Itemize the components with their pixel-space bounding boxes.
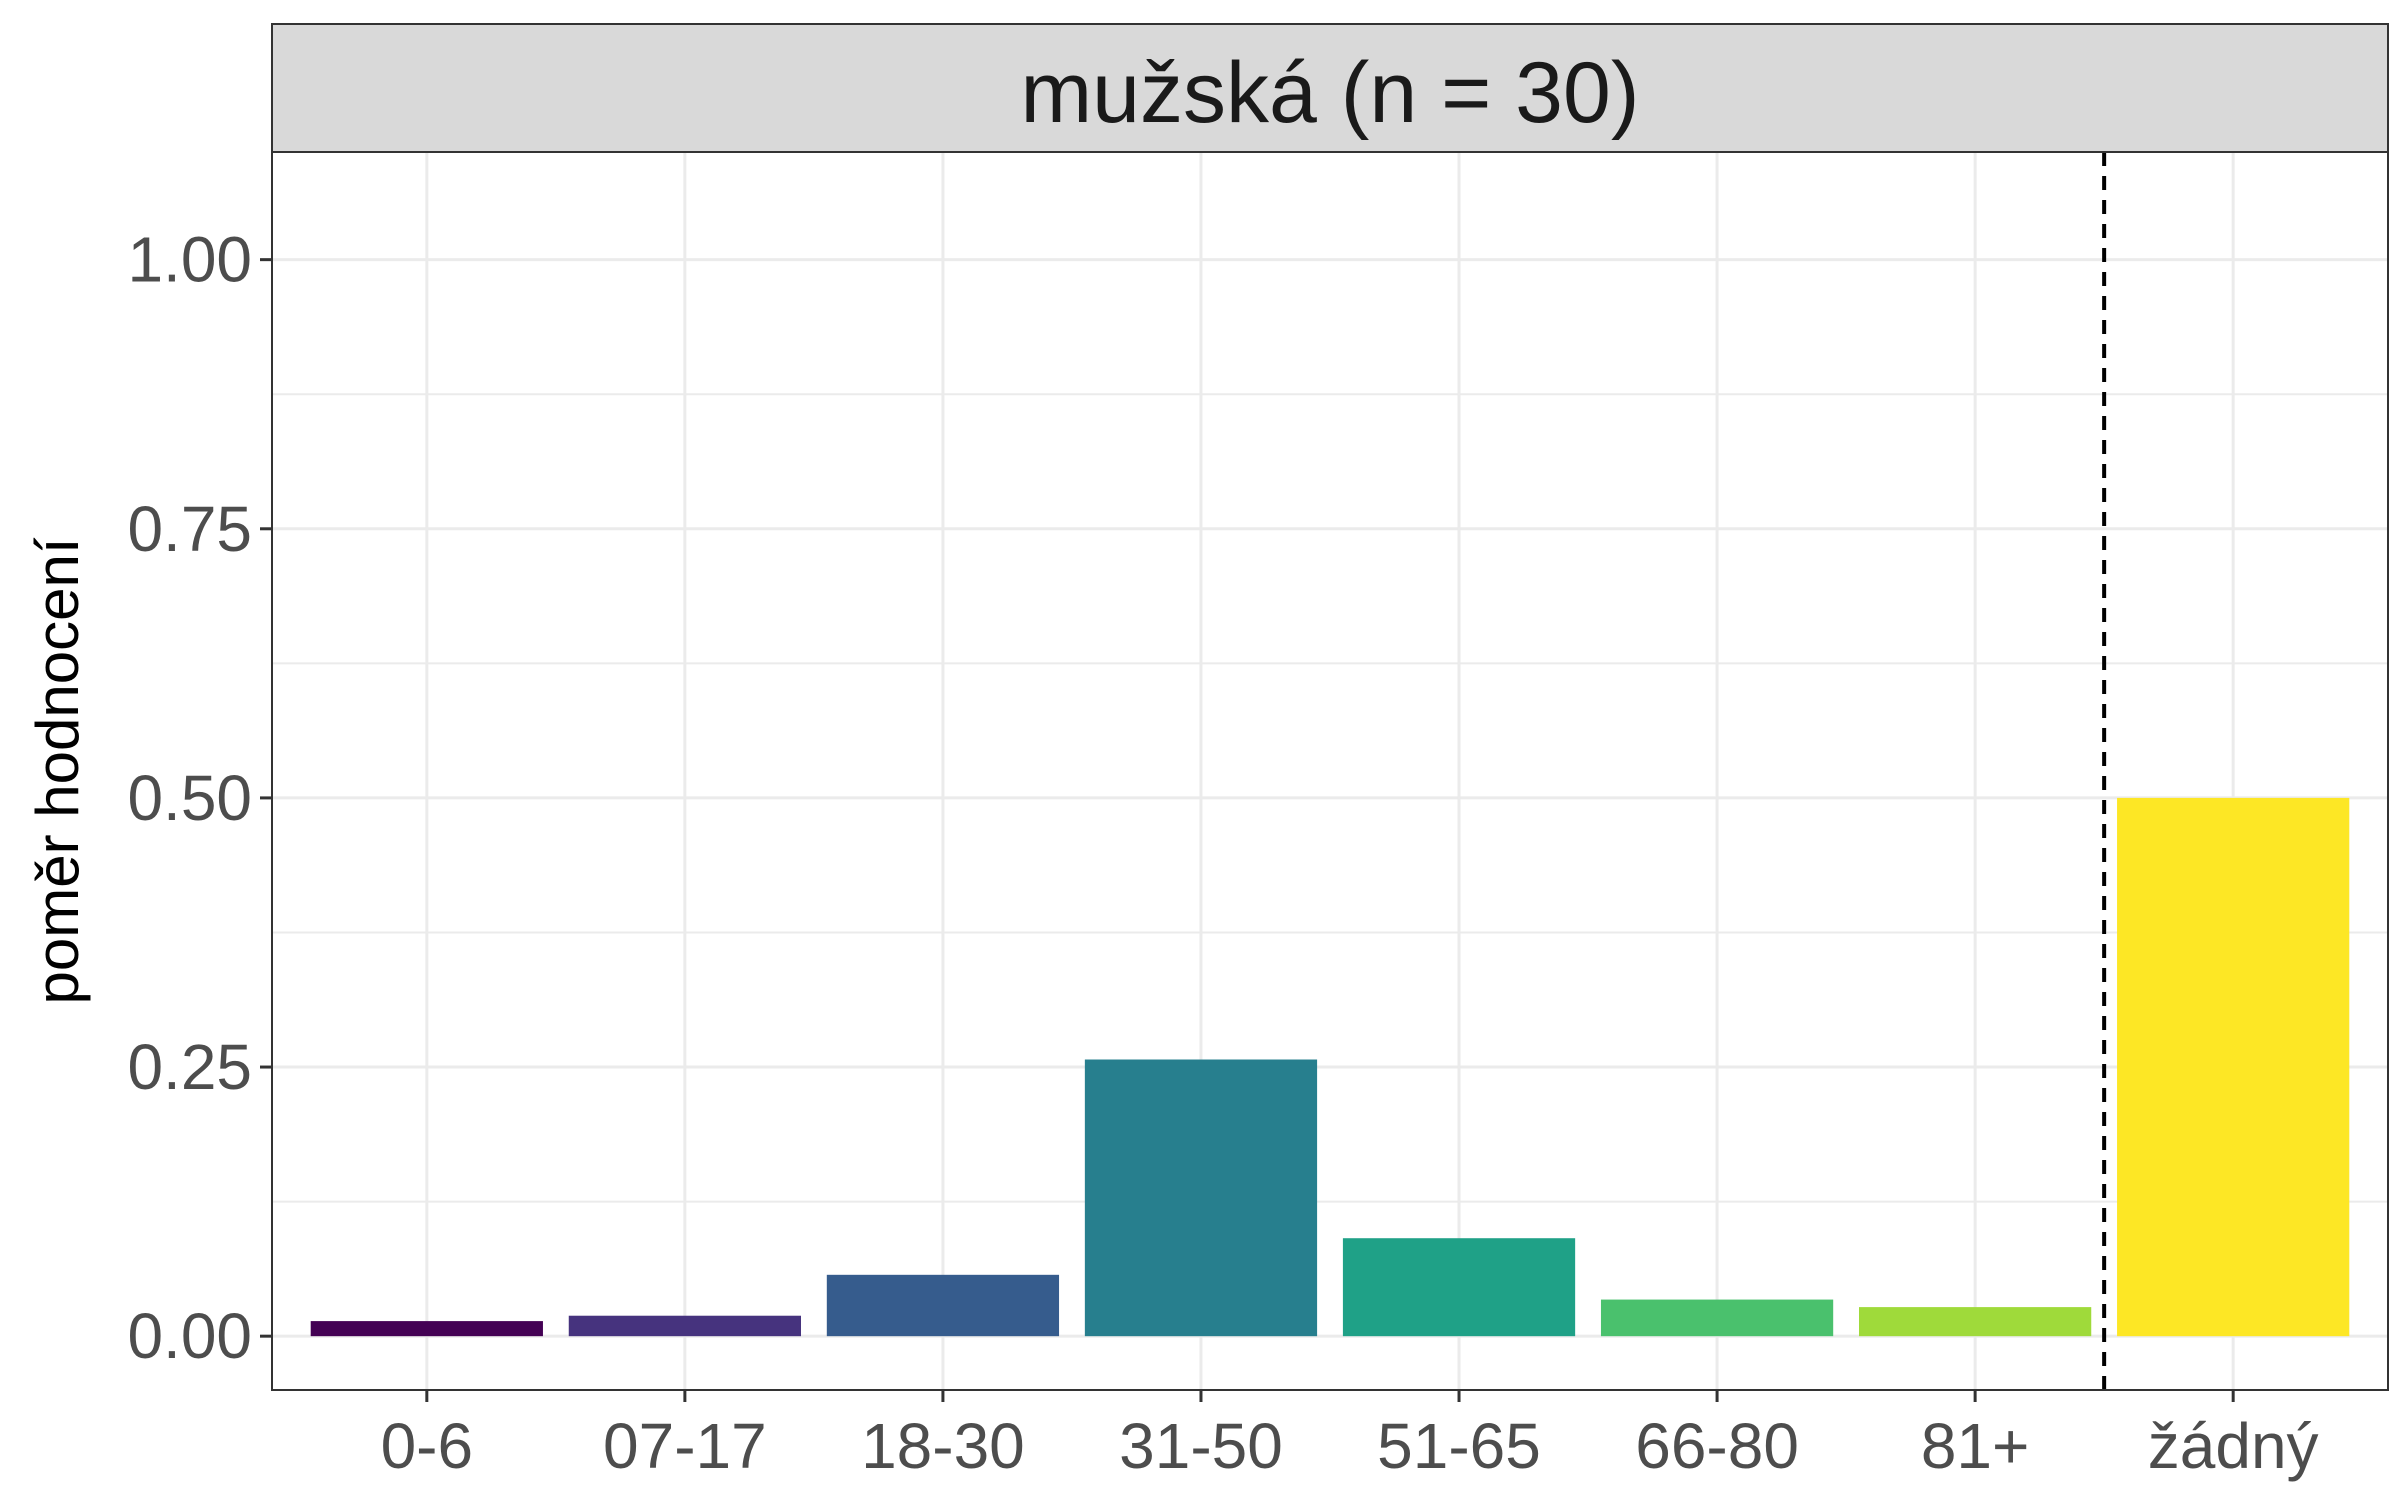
bar-81+ [1859,1307,2092,1337]
plot-panel [272,152,2388,1390]
bars [310,797,2350,1337]
chart-title: mužská (n = 30) [1021,45,1640,141]
x-tick-label: 51-65 [1377,1410,1541,1482]
y-axis-title: poměr hodnocení [24,537,91,1004]
bar-31-50 [1084,1059,1318,1337]
bar-žádný [2117,797,2350,1337]
y-tick-label: 0.50 [127,762,252,834]
bar-51-65 [1342,1238,1576,1337]
y-tick-label: 1.00 [127,224,252,296]
bar-07-17 [568,1315,801,1337]
bar-66-80 [1600,1299,1834,1337]
bar-18-30 [826,1274,1060,1337]
y-tick-label: 0.25 [127,1031,252,1103]
x-tick-label: 31-50 [1119,1410,1283,1482]
x-tick-label: 07-17 [603,1410,767,1482]
bar-0-6 [310,1321,543,1337]
plot-border [271,151,2389,1391]
x-tick-label: 66-80 [1635,1410,1799,1482]
x-axis: 0-6 07-17 18-30 31-50 51-65 66-80 81+ žádný [381,1390,2319,1482]
x-tick-label: 81+ [1921,1410,2030,1482]
y-tick-label: 0.00 [127,1300,252,1372]
x-tick-label: žádný [2148,1410,2319,1482]
gridlines [272,152,2388,1390]
y-axis: 0.00 0.25 0.50 0.75 1.00 [127,224,272,1372]
x-tick-label: 0-6 [381,1410,474,1482]
x-tick-label: 18-30 [861,1410,1025,1482]
strip-background [271,23,2389,153]
y-tick-label: 0.75 [127,493,252,565]
